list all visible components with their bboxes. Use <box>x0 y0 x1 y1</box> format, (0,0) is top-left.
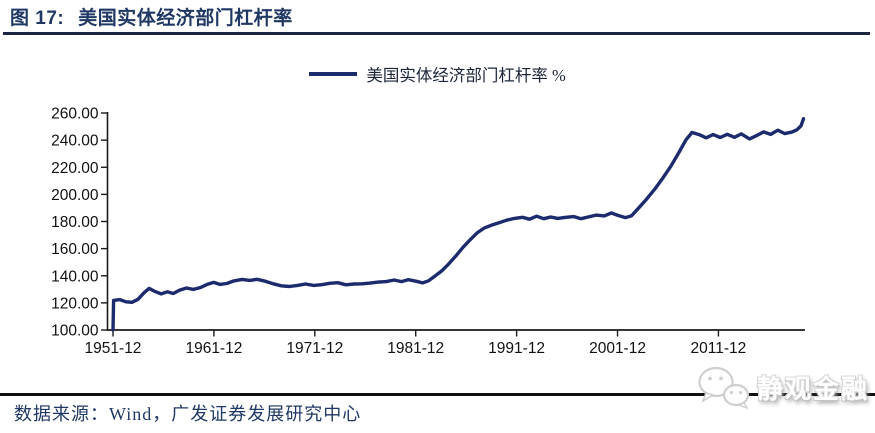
y-tick-label: 260.00 <box>51 106 99 123</box>
y-tick-label: 140.00 <box>51 268 99 285</box>
x-tick-label: 1961-12 <box>185 340 242 357</box>
chart-legend: 美国实体经济部门杠杆率 % <box>0 62 875 86</box>
x-tick-label: 1981-12 <box>387 340 444 357</box>
y-tick-label: 220.00 <box>51 160 99 177</box>
wechat-icon <box>698 366 750 410</box>
title-divider <box>3 32 870 35</box>
footer-divider <box>0 393 875 396</box>
x-tick-label: 1951-12 <box>85 340 142 357</box>
y-tick-label: 200.00 <box>51 187 99 204</box>
x-tick-label: 2001-12 <box>589 340 646 357</box>
watermark-text: 静观金融 <box>756 373 869 404</box>
x-tick-label: 1991-12 <box>488 340 545 357</box>
watermark: 静观金融 <box>693 364 869 410</box>
figure-title: 图 17: 美国实体经济部门杠杆率 <box>10 3 293 30</box>
x-tick-label: 1971-12 <box>286 340 343 357</box>
y-tick-label: 100.00 <box>51 323 99 340</box>
y-tick-label: 120.00 <box>51 295 99 312</box>
y-tick-label: 160.00 <box>51 241 99 258</box>
source-text: 数据来源：Wind，广发证券发展研究中心 <box>14 404 362 424</box>
y-tick-label: 240.00 <box>51 133 99 150</box>
y-tick-label: 180.00 <box>51 214 99 231</box>
figure-title-text: 美国实体经济部门杠杆率 <box>78 8 293 29</box>
series-line <box>111 116 806 332</box>
figure-number: 图 17: <box>10 8 65 29</box>
x-tick-label: 2011-12 <box>691 340 747 357</box>
legend-label: 美国实体经济部门杠杆率 % <box>366 66 566 85</box>
legend-line-swatch <box>309 71 358 77</box>
